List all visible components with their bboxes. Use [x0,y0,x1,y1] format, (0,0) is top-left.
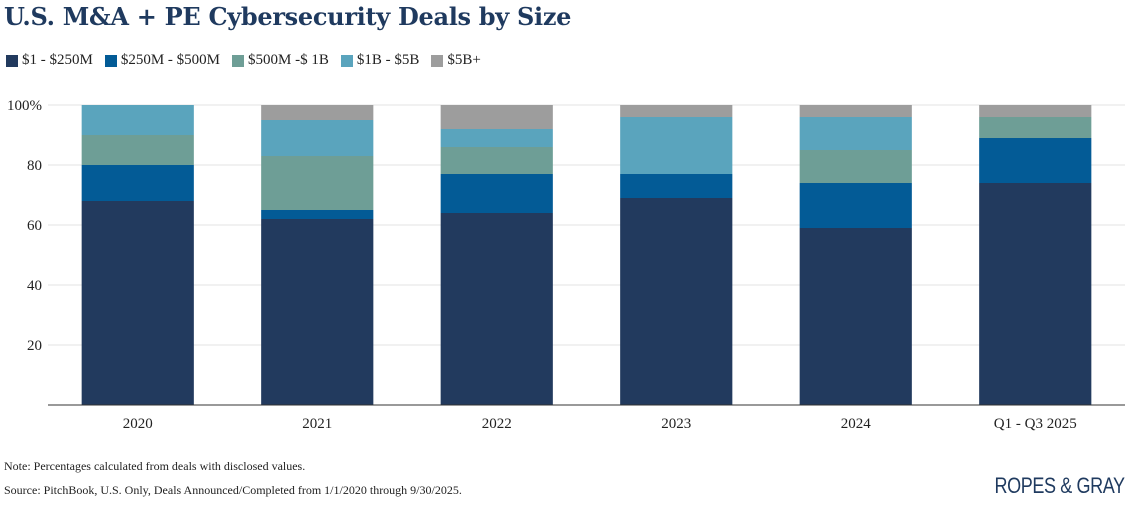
stacked-bar-chart: 20 40 60 80 100% 2020 2021 2022 2023 2024 Q1 - Q3 … [7,98,1125,432]
bar-segment [799,150,912,183]
y-tick-label: 60 [27,218,42,234]
legend-item: $1B - $5B [340,52,420,69]
bar-segment [81,105,194,135]
bar-segment [620,174,733,198]
legend-label: $1 - $250M [22,52,93,68]
legend-swatch [340,54,353,67]
bar-segment [799,183,912,228]
bar-segment [440,105,553,129]
bar-segment [440,174,553,213]
legend-item: $5B+ [431,52,481,69]
bars [81,105,1092,405]
bar-segment [81,135,194,165]
y-tick-label: 80 [27,158,42,174]
legend-label: $5B+ [447,52,481,68]
bar-segment [979,105,1092,117]
legend-item: $250M - $500M [104,52,221,69]
legend-label: $1B - $5B [356,52,420,68]
bar-segment [799,105,912,117]
ropes-gray-logo: ROPES & GRAY [994,473,1125,498]
legend-swatch [104,54,117,67]
bar-segment [979,117,1092,138]
bar-segment [261,210,374,219]
y-tick-label: 20 [27,338,42,354]
legend-label: $250M - $500M [120,52,221,68]
x-tick-label: 2024 [841,416,872,432]
bar-segment [81,165,194,201]
x-tick-label: 2023 [661,416,691,432]
bar-segment [261,156,374,210]
chart-legend: $1 - $250M $250M - $500M $500M -$ 1B $1B… [6,52,493,69]
bar-segment [440,147,553,174]
x-tick-label: Q1 - Q3 2025 [994,416,1077,432]
legend-item: $1 - $250M [6,52,93,69]
footnote-note: Note: Percentages calculated from deals … [4,459,306,473]
bar-segment [261,120,374,156]
bar-segment [620,198,733,405]
x-tick-label: 2021 [302,416,332,432]
footnote-source: Source: PitchBook, U.S. Only, Deals Anno… [4,483,462,497]
bar-segment [979,183,1092,405]
legend-swatch [232,54,245,67]
legend-item: $500M -$ 1B [232,52,329,69]
bar-segment [440,129,553,147]
bar-segment [799,228,912,405]
bar-segment [440,213,553,405]
y-tick-label: 100% [7,98,42,114]
legend-label: $500M -$ 1B [248,52,329,68]
bar-segment [620,117,733,174]
bar-segment [261,105,374,120]
chart-title: U.S. M&A + PE Cybersecurity Deals by Siz… [4,2,572,31]
y-tick-label: 40 [27,278,42,294]
x-tick-label: 2020 [123,416,153,432]
axes: 20 40 60 80 100% 2020 2021 2022 2023 2024 Q1 - Q3 … [7,98,1125,432]
bar-segment [799,117,912,150]
bar-segment [81,201,194,405]
legend-swatch [431,54,444,67]
x-tick-label: 2022 [482,416,512,432]
gridlines [48,104,1125,346]
bar-segment [261,219,374,405]
bar-segment [979,138,1092,183]
legend-swatch [6,54,18,67]
bar-segment [620,105,733,117]
